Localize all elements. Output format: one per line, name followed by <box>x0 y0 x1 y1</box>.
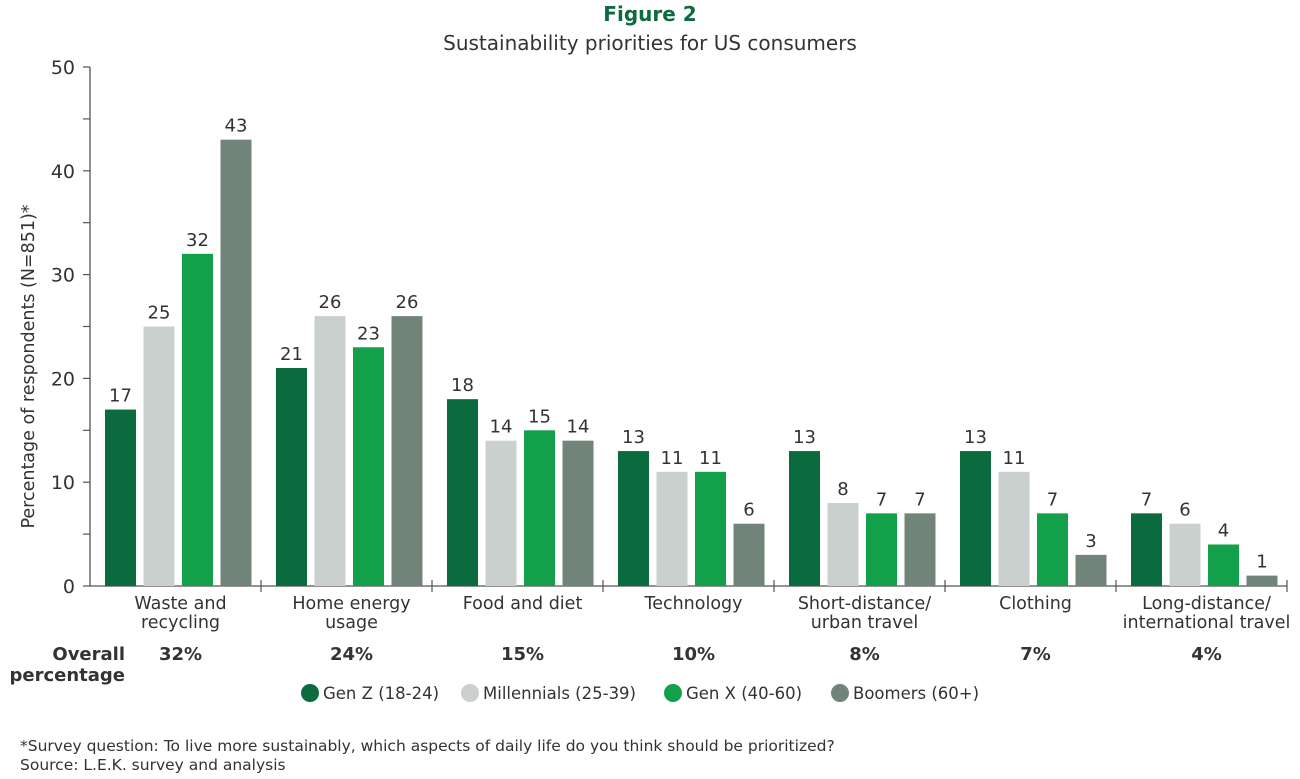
bar <box>485 440 517 586</box>
footnote: *Survey question: To live more sustainab… <box>20 737 835 755</box>
bar <box>1208 544 1239 586</box>
data-label: 18 <box>451 375 474 396</box>
overall-percentage: 32% <box>159 644 202 665</box>
data-label: 26 <box>319 292 342 313</box>
category-label: Home energy <box>292 594 410 614</box>
overall-percentage: 8% <box>849 644 880 665</box>
legend-swatch <box>461 684 479 702</box>
data-label: 14 <box>567 417 590 438</box>
data-label: 6 <box>1179 500 1190 521</box>
bar <box>276 368 307 586</box>
data-label: 7 <box>914 489 925 510</box>
bar <box>1246 575 1278 586</box>
data-label: 6 <box>743 500 754 521</box>
bar <box>353 347 384 586</box>
data-label: 7 <box>1141 489 1152 510</box>
bar <box>789 451 820 586</box>
data-label: 14 <box>490 417 513 438</box>
bar <box>827 502 859 586</box>
bar <box>695 471 726 586</box>
bar <box>143 326 175 586</box>
data-label: 13 <box>622 427 645 448</box>
data-label: 21 <box>280 344 303 365</box>
category-label: Waste and <box>134 594 226 614</box>
data-label: 11 <box>661 448 684 469</box>
category-label: recycling <box>141 613 220 633</box>
overall-percentage: 24% <box>330 644 373 665</box>
legend-label: Boomers (60+) <box>853 684 979 703</box>
data-label: 1 <box>1256 552 1267 573</box>
legend-label: Millennials (25-39) <box>483 684 636 703</box>
overall-percentage: 10% <box>672 644 715 665</box>
y-tick-label: 50 <box>51 57 75 79</box>
category-label: urban travel <box>811 613 919 633</box>
category-label: Technology <box>643 594 742 614</box>
category-label: Long-distance/ <box>1142 594 1271 614</box>
source-note: Source: L.E.K. survey and analysis <box>20 756 286 774</box>
bar <box>656 471 688 586</box>
bar <box>105 409 136 586</box>
overall-percentage-label: percentage <box>9 665 125 686</box>
legend-label: Gen X (40-60) <box>686 684 802 703</box>
overall-percentage-label: Overall <box>52 644 125 665</box>
legend-swatch <box>831 684 849 702</box>
overall-percentage: 7% <box>1020 644 1051 665</box>
data-label: 7 <box>1047 489 1058 510</box>
data-label: 11 <box>699 448 722 469</box>
bar <box>1037 513 1068 586</box>
bar <box>866 513 897 586</box>
bar <box>1075 554 1107 586</box>
y-tick-label: 0 <box>63 576 75 598</box>
category-label: Short-distance/ <box>798 594 931 614</box>
bar <box>618 451 649 586</box>
data-label: 17 <box>109 386 132 407</box>
data-label: 8 <box>837 479 848 500</box>
overall-percentage: 4% <box>1191 644 1222 665</box>
category-label: international travel <box>1123 613 1291 633</box>
category-label: Clothing <box>999 594 1072 614</box>
figure-label: Figure 2 <box>603 2 697 26</box>
data-label: 11 <box>1003 448 1026 469</box>
bar <box>391 316 423 586</box>
category-label: usage <box>325 613 378 633</box>
bar <box>998 471 1030 586</box>
category-label: Food and diet <box>463 594 583 614</box>
bar <box>904 513 936 586</box>
bar <box>960 451 991 586</box>
data-label: 7 <box>876 489 887 510</box>
data-label: 3 <box>1085 531 1096 552</box>
legend-swatch <box>301 684 319 702</box>
y-tick-label: 20 <box>51 368 75 390</box>
data-label: 13 <box>964 427 987 448</box>
data-label: 13 <box>793 427 816 448</box>
y-axis-label: Percentage of respondents (N=851)* <box>19 204 39 528</box>
data-label: 23 <box>357 323 380 344</box>
bar <box>524 430 555 586</box>
bar <box>314 316 346 586</box>
bar <box>182 253 213 586</box>
data-label: 43 <box>225 116 248 137</box>
overall-percentage: 15% <box>501 644 544 665</box>
legend-swatch <box>664 684 682 702</box>
bar <box>447 399 478 586</box>
data-label: 25 <box>148 303 171 324</box>
chart-title: Sustainability priorities for US consume… <box>443 31 857 55</box>
data-label: 15 <box>528 406 551 427</box>
bar <box>562 440 594 586</box>
data-label: 26 <box>396 292 419 313</box>
bar <box>1131 513 1162 586</box>
bar <box>1169 523 1201 586</box>
data-label: 4 <box>1218 520 1229 541</box>
y-tick-label: 10 <box>51 472 75 494</box>
bar <box>220 139 252 586</box>
y-tick-label: 30 <box>51 265 75 287</box>
data-label: 32 <box>186 230 209 251</box>
legend-label: Gen Z (18-24) <box>323 684 439 703</box>
y-tick-label: 40 <box>51 161 75 183</box>
bar <box>733 523 765 586</box>
